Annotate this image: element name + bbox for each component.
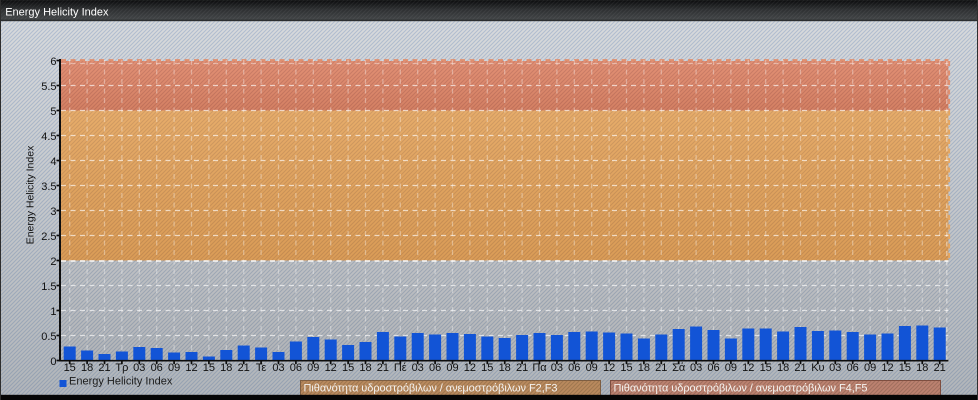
svg-text:15: 15 bbox=[203, 362, 215, 374]
svg-text:Σά: Σά bbox=[672, 362, 686, 374]
svg-text:Energy Helicity Index: Energy Helicity Index bbox=[69, 376, 173, 388]
svg-text:03: 03 bbox=[690, 362, 702, 374]
svg-text:12: 12 bbox=[185, 362, 197, 374]
svg-text:12: 12 bbox=[464, 362, 476, 374]
svg-text:06: 06 bbox=[707, 362, 719, 374]
svg-text:03: 03 bbox=[551, 362, 563, 374]
svg-text:09: 09 bbox=[446, 362, 458, 374]
svg-text:21: 21 bbox=[238, 362, 250, 374]
svg-text:03: 03 bbox=[829, 362, 841, 374]
svg-text:12: 12 bbox=[325, 362, 337, 374]
svg-text:06: 06 bbox=[429, 362, 441, 374]
svg-text:Energy Helicity Index: Energy Helicity Index bbox=[25, 145, 37, 244]
svg-text:2: 2 bbox=[50, 256, 56, 268]
svg-text:18: 18 bbox=[916, 362, 928, 374]
svg-text:21: 21 bbox=[794, 362, 806, 374]
svg-text:5: 5 bbox=[50, 106, 56, 118]
svg-text:03: 03 bbox=[272, 362, 284, 374]
svg-text:21: 21 bbox=[934, 362, 946, 374]
svg-text:1: 1 bbox=[50, 306, 56, 318]
svg-text:21: 21 bbox=[655, 362, 667, 374]
svg-text:2.5: 2.5 bbox=[41, 231, 56, 243]
svg-text:Τρ: Τρ bbox=[115, 362, 128, 374]
svg-text:21: 21 bbox=[516, 362, 528, 374]
svg-text:Energy Helicity Index: Energy Helicity Index bbox=[5, 7, 109, 19]
svg-text:18: 18 bbox=[220, 362, 232, 374]
svg-text:Πέ: Πέ bbox=[394, 362, 407, 374]
svg-text:03: 03 bbox=[133, 362, 145, 374]
svg-text:18: 18 bbox=[81, 362, 93, 374]
svg-text:09: 09 bbox=[725, 362, 737, 374]
svg-text:18: 18 bbox=[638, 362, 650, 374]
svg-text:3.5: 3.5 bbox=[41, 181, 56, 193]
svg-text:4: 4 bbox=[50, 156, 56, 168]
svg-text:18: 18 bbox=[359, 362, 371, 374]
svg-text:09: 09 bbox=[864, 362, 876, 374]
svg-text:0.5: 0.5 bbox=[41, 331, 56, 343]
svg-text:Τε: Τε bbox=[256, 362, 267, 374]
svg-text:6: 6 bbox=[50, 56, 56, 68]
svg-text:03: 03 bbox=[412, 362, 424, 374]
svg-text:15: 15 bbox=[760, 362, 772, 374]
svg-text:12: 12 bbox=[881, 362, 893, 374]
svg-text:12: 12 bbox=[603, 362, 615, 374]
svg-text:3: 3 bbox=[50, 206, 56, 218]
svg-text:15: 15 bbox=[620, 362, 632, 374]
svg-text:09: 09 bbox=[307, 362, 319, 374]
svg-text:06: 06 bbox=[847, 362, 859, 374]
svg-text:0: 0 bbox=[50, 356, 56, 368]
svg-text:18: 18 bbox=[777, 362, 789, 374]
svg-text:5.5: 5.5 bbox=[41, 81, 56, 93]
svg-text:15: 15 bbox=[64, 362, 76, 374]
svg-text:15: 15 bbox=[899, 362, 911, 374]
svg-text:21: 21 bbox=[98, 362, 110, 374]
svg-text:Πιθανότητα υδροστρόβιλων / ανε: Πιθανότητα υδροστρόβιλων / ανεμοστρόβιλω… bbox=[304, 382, 558, 394]
svg-text:06: 06 bbox=[290, 362, 302, 374]
svg-text:06: 06 bbox=[568, 362, 580, 374]
svg-text:15: 15 bbox=[481, 362, 493, 374]
svg-text:18: 18 bbox=[499, 362, 511, 374]
svg-text:Πα: Πα bbox=[532, 362, 547, 374]
svg-text:Πιθανότητα υδροστρόβιλων / ανε: Πιθανότητα υδροστρόβιλων / ανεμοστρόβιλω… bbox=[614, 382, 868, 394]
svg-text:Κυ: Κυ bbox=[811, 362, 824, 374]
svg-text:12: 12 bbox=[742, 362, 754, 374]
svg-text:06: 06 bbox=[151, 362, 163, 374]
svg-text:1.5: 1.5 bbox=[41, 281, 56, 293]
svg-text:4.5: 4.5 bbox=[41, 131, 56, 143]
svg-text:15: 15 bbox=[342, 362, 354, 374]
svg-text:21: 21 bbox=[377, 362, 389, 374]
svg-text:09: 09 bbox=[168, 362, 180, 374]
svg-text:09: 09 bbox=[586, 362, 598, 374]
